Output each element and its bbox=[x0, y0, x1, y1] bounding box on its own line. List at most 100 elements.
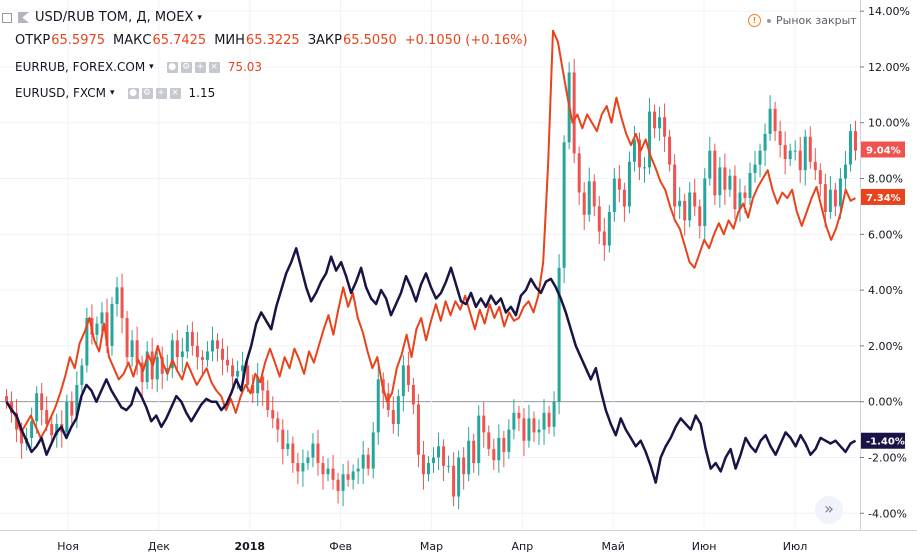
candle-body bbox=[281, 429, 285, 450]
candle bbox=[547, 405, 551, 434]
candle bbox=[216, 333, 219, 362]
compare-eurrub-row[interactable]: EURRUB, FOREX.COM ▾ ● ⚙ + × 75.03 bbox=[15, 60, 262, 74]
candle-body bbox=[708, 150, 712, 179]
candle-body bbox=[467, 440, 471, 475]
candle bbox=[678, 187, 682, 219]
candle-body bbox=[492, 449, 496, 461]
candle bbox=[406, 351, 410, 392]
candle-body bbox=[718, 167, 722, 196]
market-status[interactable]: ! Рынок закрыт bbox=[748, 14, 857, 27]
candle-body bbox=[316, 443, 320, 464]
candle bbox=[371, 422, 375, 479]
candle bbox=[210, 326, 214, 362]
eye-icon[interactable]: ● bbox=[127, 87, 139, 99]
candle-body bbox=[386, 393, 390, 411]
scroll-to-realtime-button[interactable]: » bbox=[815, 496, 843, 524]
candle bbox=[487, 425, 491, 457]
candle bbox=[788, 143, 792, 166]
candle-body bbox=[426, 463, 430, 475]
settings-icon[interactable]: ⚙ bbox=[141, 87, 153, 99]
candle-body bbox=[607, 212, 611, 246]
candle-body bbox=[45, 410, 49, 424]
add-icon[interactable]: + bbox=[194, 61, 206, 73]
candle-body bbox=[216, 340, 219, 349]
candle bbox=[437, 432, 441, 471]
compare-eurusd-row[interactable]: EURUSD, FXCM ▾ ● ⚙ + × 1.15 bbox=[15, 86, 215, 100]
ohlc-row: ОТКР 65.5975 МАКС 65.7425 МИН 65.3225 ЗА… bbox=[15, 33, 528, 48]
candle-body bbox=[125, 318, 129, 358]
candle bbox=[276, 411, 280, 443]
series-controls: ● ⚙ + × bbox=[164, 61, 220, 73]
remove-icon[interactable]: × bbox=[169, 87, 181, 99]
x-tick-label: 2018 bbox=[234, 540, 265, 553]
compare-eurusd-value: 1.15 bbox=[188, 86, 216, 100]
add-icon[interactable]: + bbox=[155, 87, 167, 99]
candle-body bbox=[808, 136, 812, 162]
eurrub-last-label-text: 7.34% bbox=[866, 193, 901, 204]
candle-body bbox=[321, 463, 325, 475]
candle bbox=[517, 405, 521, 431]
candle bbox=[416, 394, 420, 468]
x-tick-label: Май bbox=[602, 540, 625, 553]
candle bbox=[296, 452, 300, 484]
candle bbox=[462, 447, 466, 490]
candle bbox=[703, 168, 707, 242]
candle bbox=[175, 329, 179, 370]
candle-body bbox=[803, 136, 807, 171]
main-symbol[interactable]: USD/RUB TOM, Д, MOEX bbox=[35, 10, 194, 25]
chevron-down-icon[interactable]: ▾ bbox=[109, 88, 115, 98]
main-symbol-row[interactable]: USD/RUB TOM, Д, MOEX ▾ bbox=[2, 10, 202, 25]
x-tick-label: Дек bbox=[148, 540, 170, 553]
candle bbox=[648, 97, 652, 175]
settings-icon[interactable]: ⚙ bbox=[180, 61, 192, 73]
candle bbox=[653, 104, 657, 139]
y-tick-label: 8.00% bbox=[868, 173, 903, 186]
candle-body bbox=[542, 412, 546, 430]
y-tick-label: 0.00% bbox=[868, 396, 903, 409]
candle bbox=[502, 430, 506, 468]
candle bbox=[637, 132, 641, 180]
candle bbox=[768, 95, 772, 141]
candle-body bbox=[778, 131, 782, 146]
chevron-down-icon[interactable]: ▾ bbox=[149, 62, 154, 72]
remove-icon[interactable]: × bbox=[208, 61, 220, 73]
candle bbox=[698, 199, 702, 239]
candle-body bbox=[55, 424, 59, 436]
candle-body bbox=[306, 457, 310, 464]
eye-icon[interactable]: ● bbox=[166, 61, 178, 73]
candle-body bbox=[376, 379, 380, 433]
compare-eurrub-symbol[interactable]: EURRUB, FOREX.COM bbox=[15, 60, 146, 74]
candle bbox=[251, 374, 255, 404]
candle bbox=[85, 307, 89, 373]
candle-body bbox=[738, 192, 742, 210]
candle bbox=[426, 456, 430, 482]
candle bbox=[733, 165, 737, 219]
candle-body bbox=[421, 454, 425, 475]
x-tick-label: Июн bbox=[692, 540, 717, 553]
candle bbox=[391, 396, 395, 434]
candle-body bbox=[366, 454, 370, 469]
candle-body bbox=[246, 365, 250, 385]
candle-body bbox=[416, 404, 420, 455]
candle-body bbox=[130, 340, 134, 358]
candle bbox=[140, 355, 144, 398]
candle bbox=[492, 438, 496, 471]
high-value: 65.7425 bbox=[152, 33, 207, 48]
candle bbox=[597, 196, 601, 245]
collapse-icon[interactable] bbox=[2, 12, 12, 23]
usdrub-last-label-text: 9.04% bbox=[866, 146, 901, 157]
candle-body bbox=[231, 365, 235, 377]
eurrub-last-label-bg bbox=[861, 188, 905, 205]
candle-body bbox=[271, 410, 275, 419]
compare-eurusd-symbol[interactable]: EURUSD, FXCM bbox=[15, 86, 106, 100]
candle-body bbox=[532, 418, 536, 433]
candle bbox=[95, 316, 99, 348]
candle-body bbox=[522, 418, 526, 441]
candle-body bbox=[185, 331, 189, 352]
y-tick-label: 6.00% bbox=[868, 228, 903, 241]
usdrub-last-label: 9.04% bbox=[861, 141, 905, 158]
chevron-down-icon[interactable]: ▾ bbox=[197, 12, 202, 23]
candle bbox=[281, 419, 285, 465]
candle-body bbox=[843, 164, 847, 179]
